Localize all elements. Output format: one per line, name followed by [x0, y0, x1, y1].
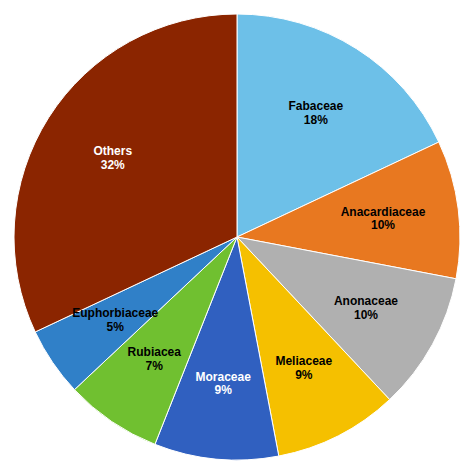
slice-value: 9%	[295, 368, 313, 382]
slice-name: Rubiacea	[128, 345, 182, 359]
data-label: Meliaceae9%	[275, 354, 332, 382]
data-label: Others32%	[93, 144, 132, 172]
slice-value: 32%	[101, 158, 125, 172]
slice-name: Anacardiaceae	[341, 205, 426, 219]
slice-name: Others	[93, 144, 132, 158]
slice-value: 10%	[371, 218, 395, 232]
data-label: Anonaceae10%	[334, 294, 398, 322]
slice-name: Fabaceae	[289, 99, 344, 113]
data-label: Anacardiaceae10%	[341, 205, 426, 233]
chart-container: Fabaceae18%Anacardiaceae10%Anonaceae10%M…	[0, 0, 474, 474]
slices	[14, 14, 460, 460]
slice-value: 7%	[146, 359, 164, 373]
pie-slice	[14, 14, 237, 332]
slice-value: 18%	[304, 113, 328, 127]
data-labels: Fabaceae18%Anacardiaceae10%Anonaceae10%M…	[72, 99, 425, 398]
slice-value: 5%	[107, 320, 125, 334]
chart-svg: Fabaceae18%Anacardiaceae10%Anonaceae10%M…	[0, 0, 474, 474]
slice-value: 9%	[214, 383, 232, 397]
slice-name: Euphorbiaceae	[72, 306, 158, 320]
data-label: Rubiacea7%	[128, 345, 182, 373]
slice-name: Moraceae	[195, 370, 251, 384]
data-label: Moraceae9%	[195, 370, 251, 398]
pie-group: Fabaceae18%Anacardiaceae10%Anonaceae10%M…	[14, 14, 460, 460]
slice-name: Meliaceae	[275, 354, 332, 368]
data-label: Fabaceae18%	[289, 99, 344, 127]
slice-value: 10%	[354, 308, 378, 322]
data-label: Euphorbiaceae5%	[72, 306, 158, 334]
slice-name: Anonaceae	[334, 294, 398, 308]
